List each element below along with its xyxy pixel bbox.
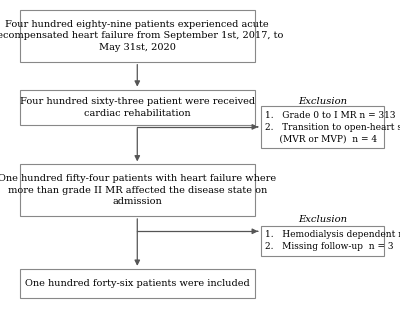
Text: One hundred fifty-four patients with heart failure where
more than grade II MR a: One hundred fifty-four patients with hea… (0, 174, 276, 206)
Text: Exclusion: Exclusion (298, 97, 347, 106)
FancyBboxPatch shape (20, 10, 255, 62)
FancyBboxPatch shape (261, 226, 384, 256)
Text: Four hundred sixty-three patient were received
cardiac rehabilitation: Four hundred sixty-three patient were re… (20, 97, 255, 118)
Text: 1.   Hemodialysis dependent n = 5
2.   Missing follow-up  n = 3: 1. Hemodialysis dependent n = 5 2. Missi… (266, 231, 400, 251)
Text: Exclusion: Exclusion (298, 215, 347, 224)
FancyBboxPatch shape (20, 269, 255, 299)
FancyBboxPatch shape (20, 164, 255, 216)
Text: 1.   Grade 0 to I MR n = 313
2.   Transition to open-heart surgery
     (MVR or : 1. Grade 0 to I MR n = 313 2. Transition… (266, 111, 400, 143)
FancyBboxPatch shape (261, 106, 384, 148)
Text: Four hundred eighty-nine patients experienced acute
decompensated heart failure : Four hundred eighty-nine patients experi… (0, 20, 284, 52)
Text: One hundred forty-six patients were included: One hundred forty-six patients were incl… (25, 279, 250, 288)
FancyBboxPatch shape (20, 90, 255, 126)
